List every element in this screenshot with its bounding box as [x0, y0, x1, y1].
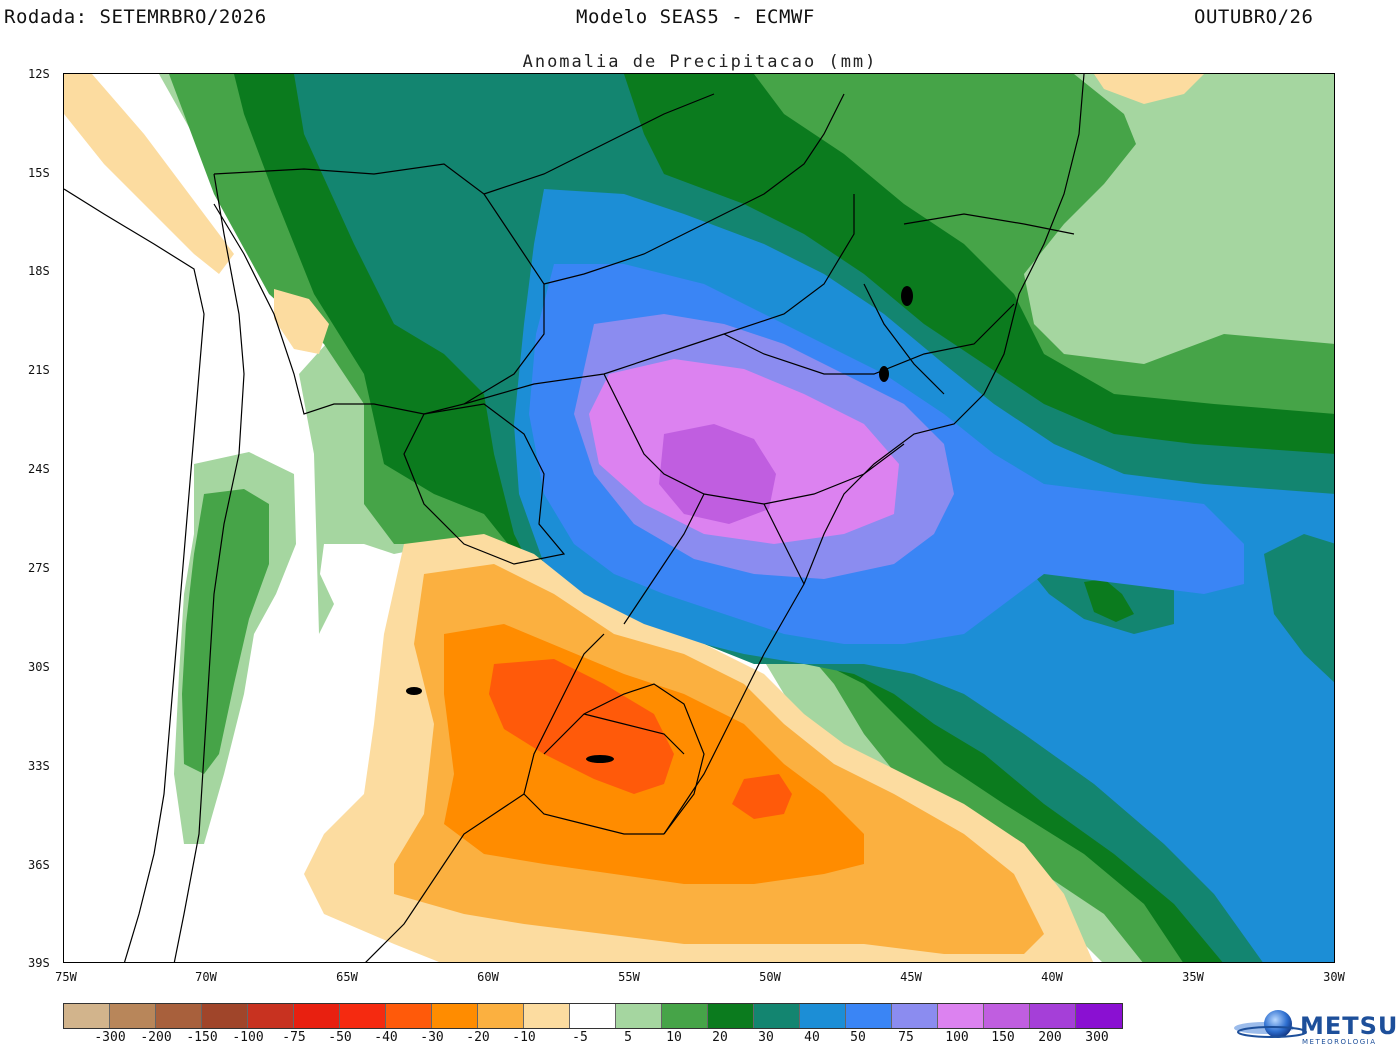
colorbar-swatch: [892, 1004, 938, 1028]
colorbar-tick: -5: [572, 1030, 588, 1045]
colorbar-tick: 20: [712, 1030, 728, 1045]
colorbar-tick: 300: [1085, 1030, 1109, 1045]
colorbar-tick: 75: [898, 1030, 914, 1045]
colorbar-swatch: [64, 1004, 110, 1028]
lon-label: 40W: [1041, 970, 1063, 984]
colorbar-tick: -20: [466, 1030, 490, 1045]
colorbar-swatch: [846, 1004, 892, 1028]
colorbar-tick: -40: [374, 1030, 398, 1045]
model-title: Modelo SEAS5 - ECMWF: [576, 6, 815, 28]
colorbar-tick: 30: [758, 1030, 774, 1045]
colorbar-swatch: [110, 1004, 156, 1028]
lat-label: 27S: [28, 561, 50, 575]
colorbar-swatch: [248, 1004, 294, 1028]
colorbar-swatch: [524, 1004, 570, 1028]
colorbar-swatch: [984, 1004, 1030, 1028]
colorbar-swatch: [938, 1004, 984, 1028]
lat-label: 30S: [28, 660, 50, 674]
map-subtitle: Anomalia de Precipitacao (mm): [522, 52, 878, 72]
colorbar-tick: 10: [666, 1030, 682, 1045]
colorbar-swatch: [1076, 1004, 1122, 1028]
lon-label: 65W: [336, 970, 358, 984]
lon-label: 30W: [1323, 970, 1345, 984]
metsul-globe-icon: [1234, 1010, 1307, 1038]
colorbar-tick: 100: [945, 1030, 969, 1045]
colorbar-swatch: [156, 1004, 202, 1028]
colorbar-swatch: [386, 1004, 432, 1028]
lat-label: 36S: [28, 858, 50, 872]
target-month: OUTUBRO/26: [1194, 6, 1314, 28]
colorbar-tick: 50: [850, 1030, 866, 1045]
lat-label: 21S: [28, 363, 50, 377]
colorbar-tick: -150: [186, 1030, 218, 1045]
colorbar-tick: 200: [1038, 1030, 1062, 1045]
colorbar-tick: 150: [991, 1030, 1015, 1045]
lon-label: 45W: [900, 970, 922, 984]
lon-label: 60W: [477, 970, 499, 984]
precipitation-anomaly-map: [63, 73, 1335, 963]
run-label: Rodada: SETEMRBRO/2026: [4, 6, 267, 28]
colorbar-tick: 5: [624, 1030, 632, 1045]
lat-label: 12S: [28, 67, 50, 81]
anomaly-contours: [64, 74, 1334, 962]
colorbar-swatch: [478, 1004, 524, 1028]
lon-label: 50W: [759, 970, 781, 984]
logo-subtitle: METEOROLOGIA: [1302, 1038, 1377, 1046]
lon-label: 35W: [1182, 970, 1204, 984]
colorbar-tick: -10: [512, 1030, 536, 1045]
lat-label: 24S: [28, 462, 50, 476]
colorbar: [63, 1003, 1123, 1029]
colorbar-swatch: [294, 1004, 340, 1028]
lat-label: 33S: [28, 759, 50, 773]
colorbar-tick: -100: [232, 1030, 264, 1045]
colorbar-swatch: [800, 1004, 846, 1028]
colorbar-swatch: [570, 1004, 616, 1028]
lon-label: 75W: [55, 970, 77, 984]
lat-label: 39S: [28, 956, 50, 970]
colorbar-tick: 40: [804, 1030, 820, 1045]
colorbar-tick: -75: [282, 1030, 306, 1045]
colorbar-swatch: [708, 1004, 754, 1028]
lon-label: 55W: [618, 970, 640, 984]
lat-label: 15S: [28, 166, 50, 180]
colorbar-tick: -300: [94, 1030, 126, 1045]
colorbar-swatch: [662, 1004, 708, 1028]
colorbar-tick: -200: [140, 1030, 172, 1045]
colorbar-swatch: [1030, 1004, 1076, 1028]
pacific-coastline: [64, 188, 205, 962]
anomaly-150-200: [659, 424, 776, 524]
colorbar-swatch: [616, 1004, 662, 1028]
lon-label: 70W: [195, 970, 217, 984]
colorbar-swatch: [754, 1004, 800, 1028]
logo-name: METSUL: [1300, 1012, 1400, 1040]
colorbar-swatch: [432, 1004, 478, 1028]
atlantic-coastline: [663, 74, 1085, 835]
lat-label: 18S: [28, 264, 50, 278]
colorbar-swatch: [340, 1004, 386, 1028]
colorbar-tick: -30: [420, 1030, 444, 1045]
colorbar-swatch: [202, 1004, 248, 1028]
anomaly-neg-30-40: [489, 659, 674, 794]
colorbar-tick: -50: [328, 1030, 352, 1045]
